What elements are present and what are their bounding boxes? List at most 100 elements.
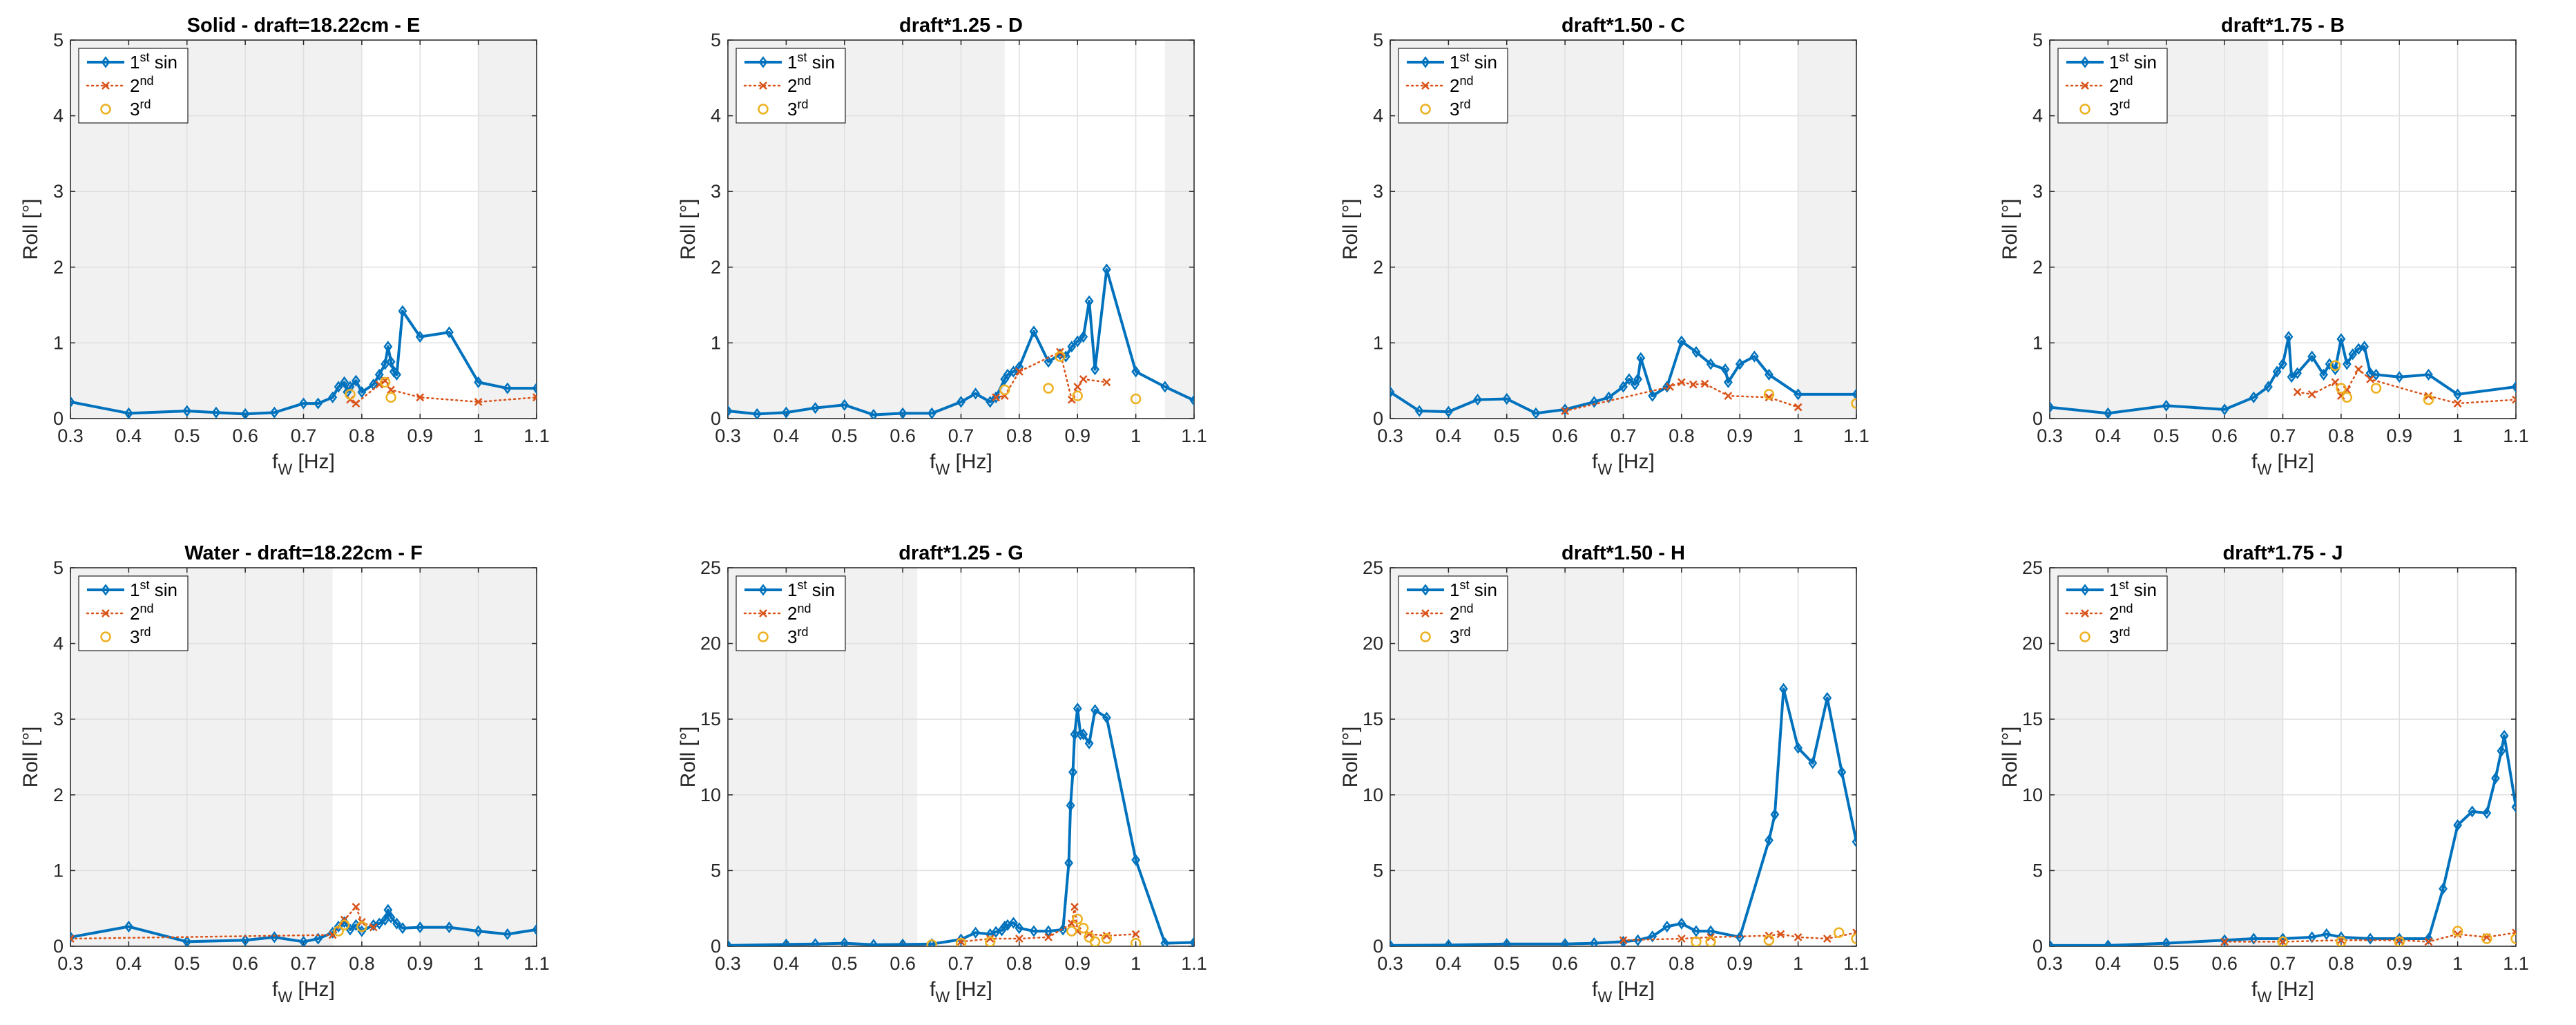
x-tick-label: 1 [1131,953,1141,974]
data-point-diamond-9 [1677,917,1686,930]
x-stroke-b [759,82,767,90]
legend-label-sup: st [140,578,149,592]
x-tick-label: 0.6 [2211,953,2238,974]
legend-entry-1: 1st sin [1407,50,1497,73]
y-tick-label: 5 [1373,860,1383,881]
data-point-diamond-7 [1648,930,1657,943]
series-3rd [2329,360,2434,405]
data-point-diamond-3 [1473,394,1482,406]
x-label-subscript: W [278,988,292,1006]
data-point-x-6 [1823,935,1832,943]
data-point-diamond-12 [2439,883,2448,895]
x-tick-label: 0.6 [890,425,916,446]
data-point-diamond-11 [1706,925,1715,937]
data-point-x-6 [2366,375,2374,383]
data-point-diamond-23 [503,928,512,941]
data-point-diamond-14 [1009,917,1018,929]
x-tick-label: 0.5 [174,953,200,974]
y-tick-label: 1 [53,332,64,353]
x-label-unit: [Hz] [950,450,992,473]
data-point-circle-0 [758,631,769,642]
legend-label-base: 3 [1450,99,1459,119]
legend-label-sup: st [140,50,149,64]
x-tick-label: 0.9 [1064,953,1090,974]
x-tick-label: 0.5 [832,953,858,974]
data-point-diamond-17 [2497,745,2506,757]
data-point-x-0 [70,935,75,943]
data-point-diamond-22 [2394,371,2404,383]
data-point-diamond-14 [2468,805,2477,818]
series-1st-sin [728,263,1194,419]
data-point-diamond-2 [2162,399,2171,412]
data-point-circle-2 [984,936,996,946]
x-stroke-b [387,385,395,394]
data-point-x-7 [1102,378,1111,387]
data-point-circle-1 [2336,936,2347,946]
x-tick-label: 0.4 [2095,953,2122,974]
data-point-circle-2 [356,921,367,932]
x-stroke-b [1421,609,1430,617]
x-label-subscript: W [278,461,292,478]
data-point-diamond-5 [299,935,308,946]
x-label-main: f [2251,978,2258,1001]
data-point-diamond-16 [2342,358,2352,370]
y-tick-label: 4 [53,106,64,126]
subplot-6: 0.3 0.4 0.5 0.6 0.7 0.8 0.9 1 1.1 0 5 10 15 20 25 draft… [677,542,1207,1006]
x-stroke-a [2512,928,2516,935]
data-point-diamond-24 [2453,388,2463,401]
legend-label-suffix: sin [149,52,177,73]
legend-label-base: 3 [787,99,797,119]
data-point-x-7 [1794,403,1803,412]
data-point-circle-0 [333,926,344,937]
x-stroke-b [2220,937,2229,946]
series-dotted-line [70,905,374,940]
y-tick-label: 3 [2032,181,2043,202]
data-point-diamond-8 [2336,931,2346,943]
data-point-circle-3 [1066,926,1077,937]
data-point-x-5 [2354,365,2363,374]
x-tick-label: 0.8 [349,953,375,974]
x-stroke-b [2331,378,2340,387]
data-point-x-6 [1079,375,1088,383]
data-point-diamond-4 [240,408,250,419]
data-point-circle-3 [1072,390,1083,401]
data-point-diamond-2 [811,938,820,946]
legend-label: 2nd [787,602,811,624]
data-point-diamond-0 [1390,386,1395,399]
data-point-x-5 [1794,932,1803,941]
data-point-diamond-5 [869,408,878,419]
legend-entry-1: 1st sin [1407,578,1497,600]
x-stroke-b [1677,935,1686,943]
data-point-circle-0 [2329,360,2341,372]
x-stroke-b [1044,932,1052,941]
x-tick-label: 0.3 [715,953,741,974]
data-point-diamond-20 [2365,367,2375,379]
legend-label-suffix: sin [1469,579,1497,600]
series-3rd [333,919,367,937]
y-tick-label: 4 [1373,106,1383,126]
data-point-diamond-2 [2162,937,2171,946]
data-point-diamond-16 [2491,772,2500,785]
x-axis-label: fW [Hz] [272,978,335,1006]
y-tick-label: 5 [2032,860,2043,881]
data-point-circle-4 [1851,933,1856,944]
legend-label-sup: st [797,50,807,64]
x-tick-label: 0.9 [1727,953,1753,974]
data-point-diamond-1 [752,408,762,419]
x-label-main: f [272,450,278,473]
data-point-diamond-1 [124,920,133,933]
y-tick-label: 20 [1363,633,1383,654]
data-point-x-2 [375,380,384,389]
y-tick-label: 3 [53,181,64,202]
data-point-diamond-9 [2287,371,2296,383]
data-point-x-0 [2081,82,2089,90]
data-point-diamond-14 [1770,808,1780,821]
y-tick-label: 5 [1373,30,1383,50]
x-stroke-b [1015,935,1023,943]
y-tick-label: 1 [2032,332,2043,353]
legend-label-sup: rd [140,625,151,639]
data-point-diamond-17 [1044,356,1053,368]
y-tick-label: 25 [2022,557,2043,578]
x-label-unit: [Hz] [2271,978,2314,1001]
